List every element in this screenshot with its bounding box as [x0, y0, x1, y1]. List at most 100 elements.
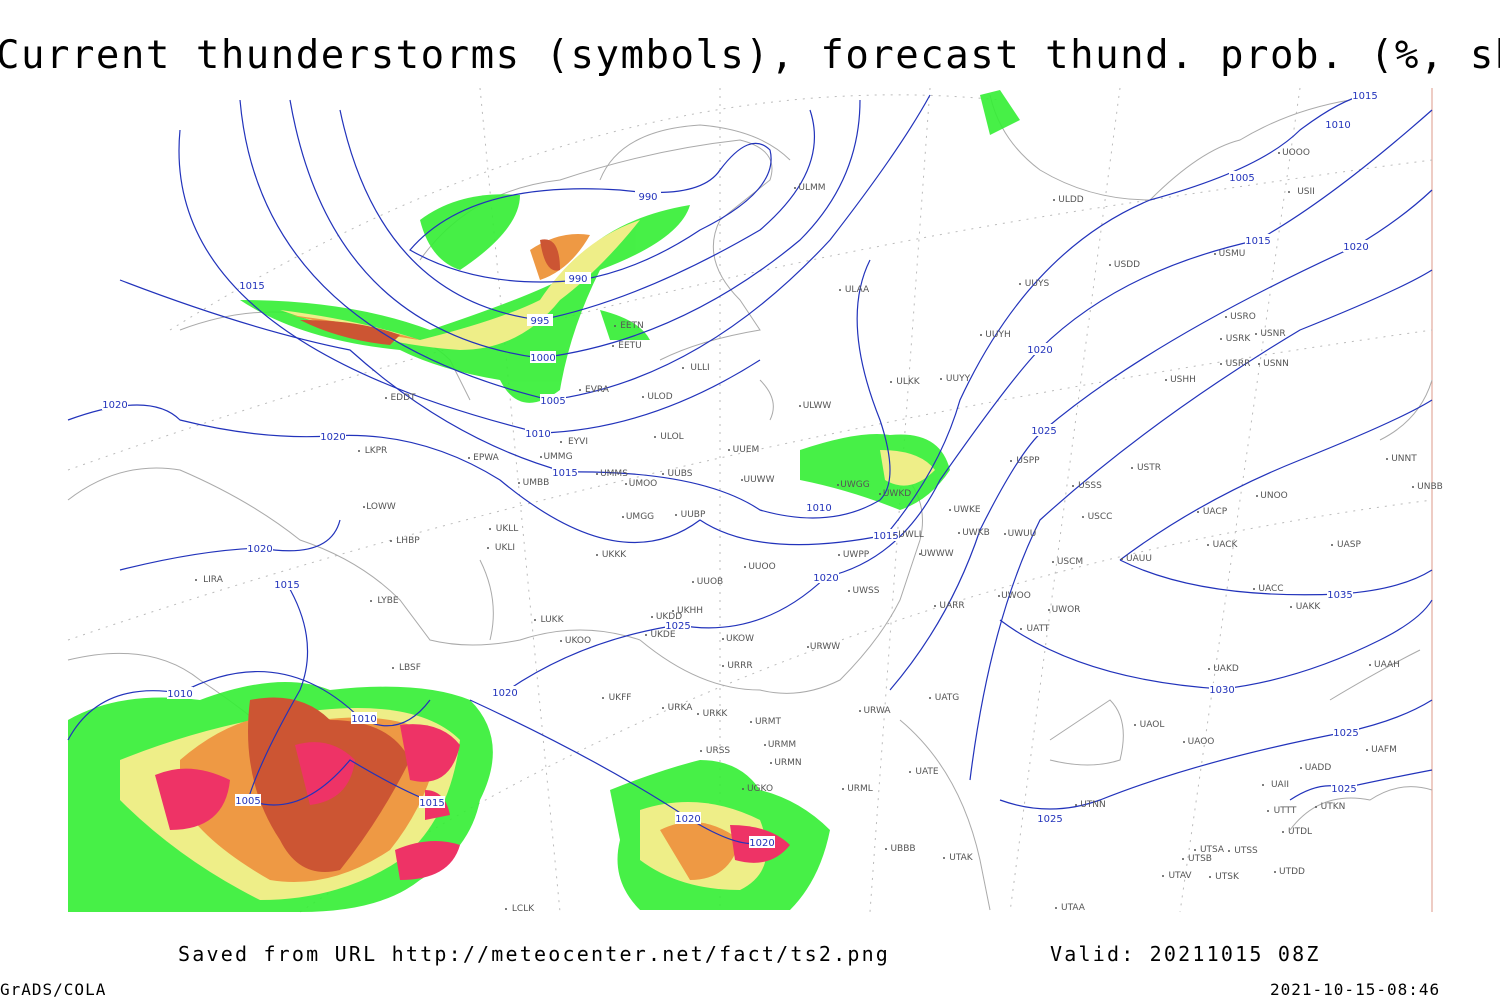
isobar-label: 1020 [675, 814, 700, 825]
isobar-label-bg [1333, 726, 1359, 738]
software: GrADS/COLA [0, 980, 106, 999]
isobar-label: 990 [638, 192, 657, 203]
station-code: UACK [1213, 540, 1239, 550]
isobar-label-bg [675, 812, 701, 824]
station-code: EYVI [568, 437, 588, 447]
station-code: UWKD [883, 489, 911, 499]
station-dot [1253, 588, 1255, 590]
station-dot [1282, 831, 1284, 833]
station-dot [675, 514, 677, 516]
station-code: URKK [703, 709, 729, 719]
station-dot [741, 479, 743, 481]
station-code: URSS [706, 746, 731, 756]
isobar-label-bg [806, 501, 832, 513]
station-code: LOWW [366, 502, 396, 512]
station-code: UNOO [1260, 491, 1288, 501]
station-code: UAKK [1296, 602, 1322, 612]
station-dot [662, 473, 664, 475]
station-dot [1109, 264, 1111, 266]
station-code: UTSB [1188, 854, 1212, 864]
station-dot [1048, 609, 1050, 611]
station-dot [1278, 152, 1280, 154]
station-code: USDD [1114, 260, 1140, 270]
station-dot [890, 381, 892, 383]
isobar-label-bg [749, 836, 775, 848]
isobar-label-bg [665, 619, 691, 631]
station-dot [1220, 338, 1222, 340]
station-code: LIRA [203, 575, 224, 585]
station-code: UUBS [668, 469, 693, 479]
station-code: EETU [618, 341, 641, 351]
station-dot [1288, 191, 1290, 193]
station-code: UKLL [496, 524, 519, 534]
station-dot [1267, 810, 1269, 812]
station-code: UUWW [744, 475, 775, 485]
station-code: UMMS [600, 469, 628, 479]
station-code: UOOO [1282, 148, 1310, 158]
timestamp: 2021-10-15-08:46 [1270, 980, 1440, 999]
station-dot [697, 713, 699, 715]
station-dot [1082, 516, 1084, 518]
station-code: UATG [935, 693, 960, 703]
station-dot [837, 484, 839, 486]
isobar-label: 1015 [873, 531, 898, 542]
isobar-label-bg [1209, 683, 1235, 695]
station-code: UKOO [565, 636, 591, 646]
station-dot [1020, 628, 1022, 630]
station-dot [1134, 724, 1136, 726]
isobar-label-bg [565, 272, 591, 284]
title: Current thunderstorms (symbols), forecas… [0, 33, 1500, 78]
station-code: UWUU [1008, 529, 1037, 539]
station-code: UUYH [985, 330, 1010, 340]
station-dot [764, 744, 766, 746]
station-code: UKDE [650, 630, 675, 640]
station-dot [1315, 806, 1317, 808]
station-code: UTKN [1321, 802, 1346, 812]
station-code: ULKK [896, 377, 921, 387]
station-code: UWOR [1052, 605, 1081, 615]
station-code: LYBE [377, 596, 398, 606]
station-code: UKHH [677, 606, 703, 616]
station-code: UWWW [920, 549, 953, 559]
station-code: UATE [915, 767, 939, 777]
station-dot [794, 187, 796, 189]
station-dot [1121, 558, 1123, 560]
station-dot [1075, 804, 1077, 806]
isobar-label: 1000 [530, 353, 555, 364]
station-dot [998, 595, 1000, 597]
station-dot [700, 750, 702, 752]
station-dot [1262, 784, 1264, 786]
station-code: UWGG [840, 480, 869, 490]
station-dot [468, 457, 470, 459]
station-dot [949, 509, 951, 511]
station-code: UUOO [748, 562, 775, 572]
isobar-label-bg [247, 542, 273, 554]
isobar-label-bg [1229, 171, 1255, 183]
station-code: UTTT [1274, 806, 1297, 816]
isobar-labels: 990 990 995 1000 1005 1010 1015 1015 1020 1020 102… [102, 89, 1378, 849]
thunderstorm-probability [68, 90, 1020, 912]
isobar-label: 990 [568, 274, 587, 285]
station-code: URMN [774, 758, 801, 768]
station-code: UKKK [602, 550, 627, 560]
isobar-label: 1015 [1245, 236, 1270, 247]
station-code: UTAK [949, 853, 974, 863]
station-code: USTR [1137, 463, 1161, 473]
isobar-label: 1030 [1209, 685, 1234, 696]
station-code: LCLK [512, 904, 535, 914]
station-dot [489, 528, 491, 530]
station-code: UASP [1337, 540, 1361, 550]
station-dot [750, 721, 752, 723]
station-dot [1274, 871, 1276, 873]
isobar-label: 1010 [351, 714, 376, 725]
isobar-label: 1025 [1333, 728, 1358, 739]
station-dot [1255, 333, 1257, 335]
station-code: UAUU [1126, 554, 1152, 564]
station-dot [929, 697, 931, 699]
isobar-label-bg [492, 686, 518, 698]
station-dot [540, 456, 542, 458]
station-code: UMOO [629, 479, 658, 489]
station-code: UADD [1305, 763, 1332, 773]
station-code: UUBP [681, 510, 706, 520]
